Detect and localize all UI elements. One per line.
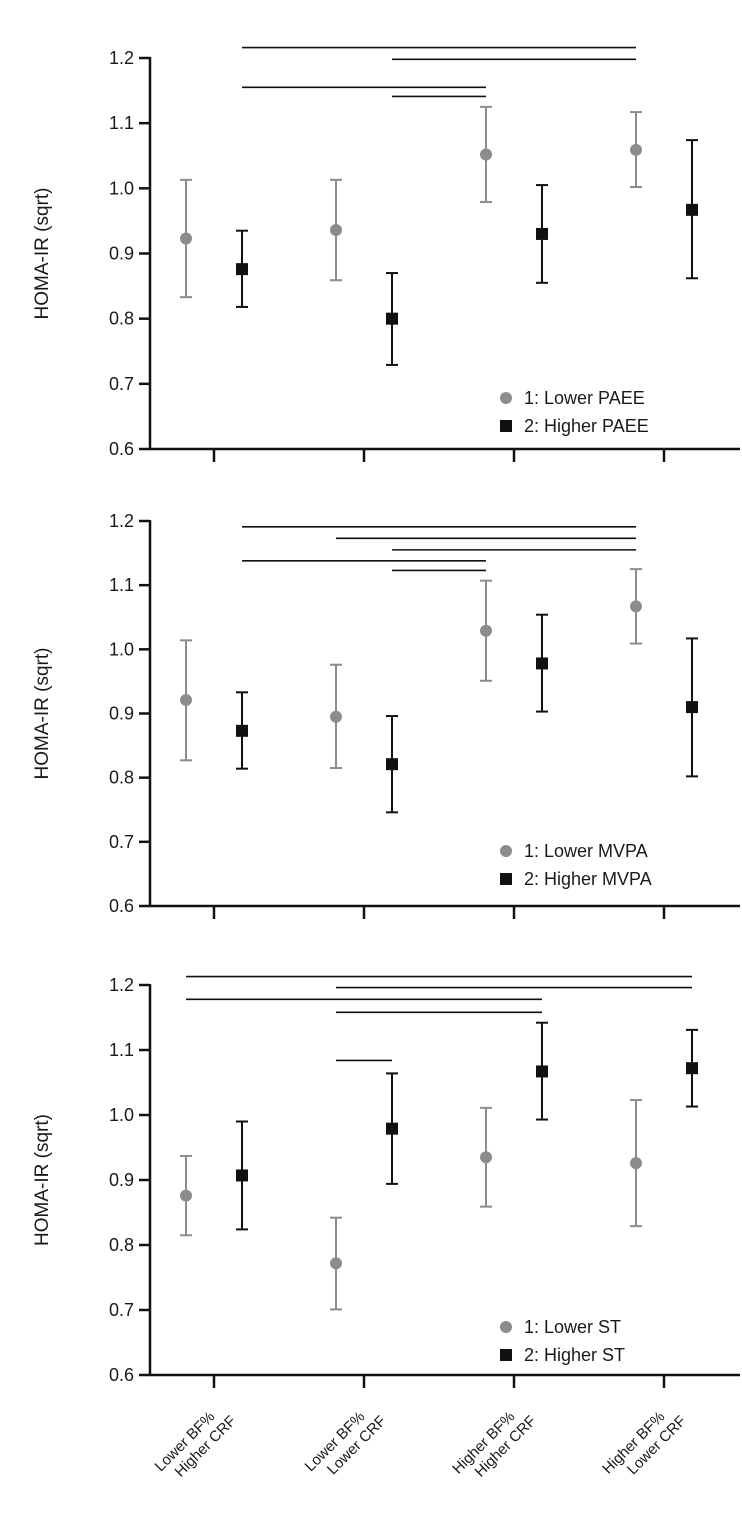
y-tick-label: 1.2 xyxy=(109,48,134,68)
point-marker xyxy=(536,657,548,670)
legend-marker xyxy=(500,845,512,857)
y-tick-label: 1.1 xyxy=(109,575,134,595)
point-marker xyxy=(180,694,192,707)
y-tick-label: 0.9 xyxy=(109,244,134,264)
y-tick-label: 0.6 xyxy=(109,439,134,459)
point-marker xyxy=(180,232,192,245)
x-category-label: Lower BF%Higher CRF xyxy=(151,1400,239,1488)
chart-panel-1: 0.6 0.7 0.8 0.9 1.0 1.1 1.2 HOMA-IR (sqrt) 1: Lo… xyxy=(32,46,740,462)
legend-marker xyxy=(500,392,512,404)
point-marker xyxy=(386,312,398,325)
point-marker xyxy=(330,224,342,237)
y-tick-label: 1.0 xyxy=(109,639,134,659)
point-marker xyxy=(386,758,398,771)
point-marker xyxy=(686,1062,698,1075)
y-tick-label: 0.7 xyxy=(109,1300,134,1320)
legend-label: 2: Higher PAEE xyxy=(524,416,649,436)
point-marker xyxy=(480,148,492,161)
y-tick-label: 1.1 xyxy=(109,113,134,133)
point-marker xyxy=(536,1065,548,1078)
x-category-label: Higher BF%Lower CRF xyxy=(599,1400,689,1490)
legend-marker xyxy=(500,1321,512,1333)
y-tick-label: 0.8 xyxy=(109,768,134,788)
legend-label: 2: Higher MVPA xyxy=(524,869,652,889)
legend-marker xyxy=(500,873,512,885)
y-tick-label: 1.1 xyxy=(109,1040,134,1060)
point-marker xyxy=(686,701,698,714)
legend-label: 1: Lower MVPA xyxy=(524,841,648,861)
y-tick-label: 0.6 xyxy=(109,1365,134,1385)
point-marker xyxy=(330,710,342,723)
point-marker xyxy=(180,1189,192,1202)
legend-marker xyxy=(500,420,512,432)
point-marker xyxy=(236,1169,248,1182)
y-tick-label: 0.9 xyxy=(109,704,134,724)
legend-label: 1: Lower ST xyxy=(524,1317,621,1337)
y-tick-label: 1.0 xyxy=(109,178,134,198)
x-category-label: Higher BF%Higher CRF xyxy=(449,1400,539,1490)
y-tick-label: 0.8 xyxy=(109,309,134,329)
point-marker xyxy=(630,1157,642,1170)
y-tick-label: 0.6 xyxy=(109,896,134,916)
y-axis-label: HOMA-IR (sqrt) xyxy=(32,188,53,320)
y-tick-label: 1.0 xyxy=(109,1105,134,1125)
y-tick-label: 0.7 xyxy=(109,832,134,852)
legend-label: 1: Lower PAEE xyxy=(524,388,645,408)
legend-marker xyxy=(500,1349,512,1361)
point-marker xyxy=(236,263,248,276)
y-tick-label: 1.2 xyxy=(109,975,134,995)
point-marker xyxy=(330,1257,342,1270)
y-axis-label: HOMA-IR (sqrt) xyxy=(32,1114,53,1246)
point-marker xyxy=(386,1122,398,1135)
y-tick-label: 0.8 xyxy=(109,1235,134,1255)
point-marker xyxy=(236,724,248,737)
y-axis-label: HOMA-IR (sqrt) xyxy=(32,648,53,780)
point-marker xyxy=(480,624,492,637)
point-marker xyxy=(536,227,548,240)
x-category-label: Lower BF%Lower CRF xyxy=(301,1400,389,1488)
point-marker xyxy=(630,143,642,156)
y-tick-label: 0.7 xyxy=(109,374,134,394)
point-marker xyxy=(480,1151,492,1164)
chart-panel-2: 0.6 0.7 0.8 0.9 1.0 1.1 1.2 HOMA-IR (sqrt) 1: Lo… xyxy=(32,511,740,919)
legend-label: 2: Higher ST xyxy=(524,1345,625,1365)
y-tick-label: 1.2 xyxy=(109,511,134,531)
point-marker xyxy=(630,600,642,613)
point-marker xyxy=(686,203,698,216)
y-tick-label: 0.9 xyxy=(109,1170,134,1190)
chart-panel-3: 0.6 0.7 0.8 0.9 1.0 1.1 1.2 HOMA-IR (sqrt) 1: Lo… xyxy=(32,975,740,1490)
